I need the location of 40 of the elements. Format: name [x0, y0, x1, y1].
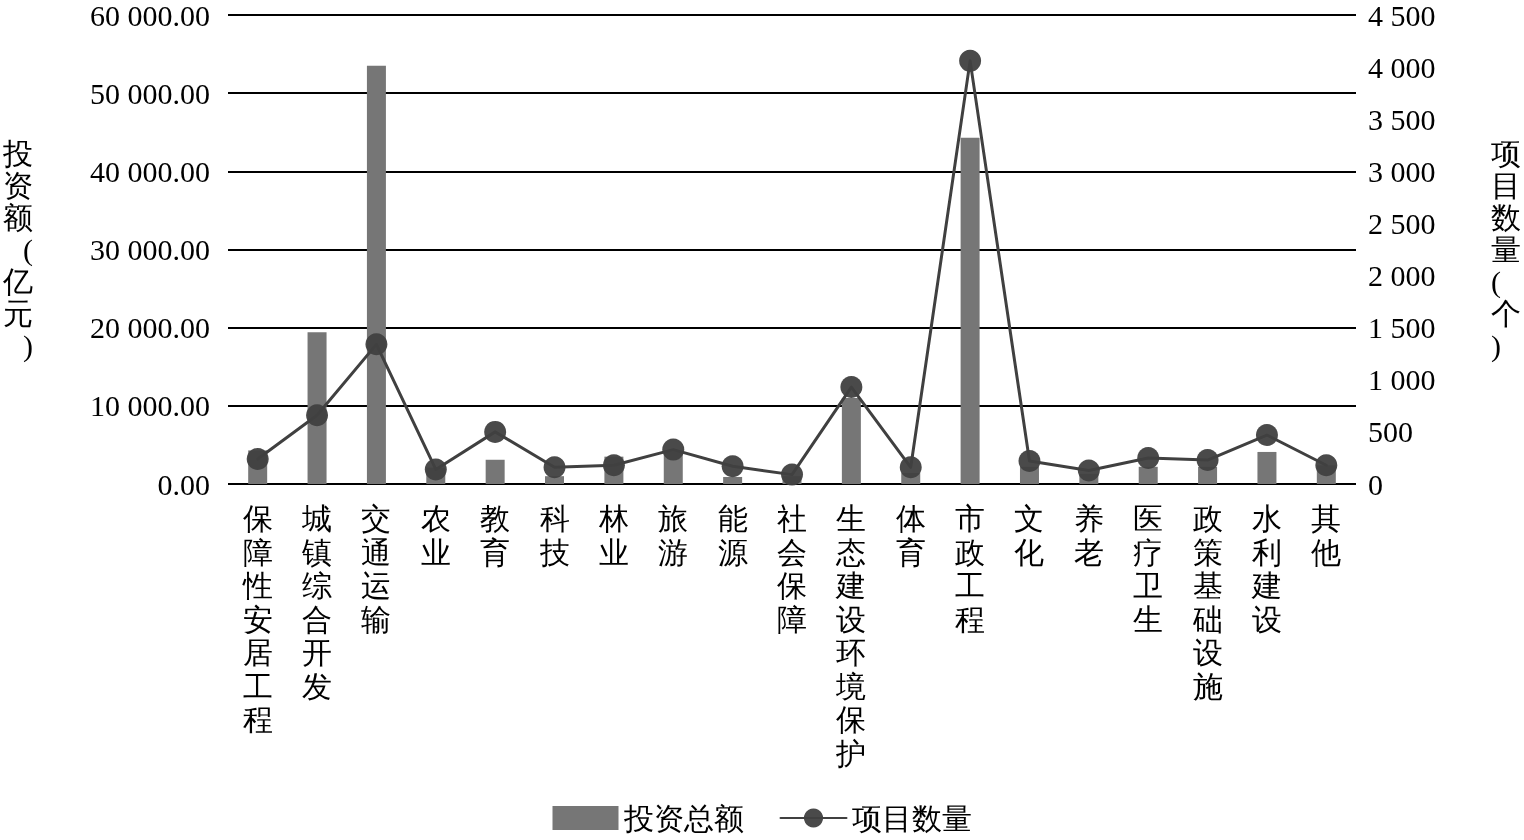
x-tick-label: 水利建设 [1250, 502, 1282, 636]
x-tick-label: 保障性安居工程 [241, 502, 273, 737]
x-tick-label: 林业 [597, 502, 629, 569]
x-tick-label: 医疗卫生 [1133, 502, 1164, 636]
x-tick-label: 城镇综合开发 [301, 502, 333, 703]
y2-tick-label: 0 [1368, 467, 1383, 501]
y-tick-label: 50 000.00 [90, 76, 210, 110]
legend-label: 项目数量 [851, 801, 972, 835]
x-tick-label: 文化 [1014, 502, 1045, 569]
y2-tick-label: 2 000 [1368, 259, 1436, 293]
y2-tick-label: 1 000 [1368, 363, 1436, 397]
y-tick-label: 20 000.00 [90, 311, 210, 345]
y-tick-label: 10 000.00 [90, 389, 210, 423]
x-tick-label: 交通运输 [361, 502, 392, 636]
y-tick-label: 40 000.00 [90, 154, 210, 188]
y-tick-label: 60 000.00 [90, 0, 210, 32]
x-tick-label: 教育 [480, 502, 511, 569]
x-tick-label: 市政工程 [955, 502, 986, 636]
x-tick-label: 养老 [1073, 502, 1104, 569]
y-tick-label: 30 000.00 [90, 233, 210, 266]
x-tick-label: 能源 [717, 502, 748, 569]
x-tick-label: 社会保障 [777, 502, 807, 636]
x-tick-label: 旅游 [658, 502, 689, 569]
y2-axis-title: 项目数量(个) [1491, 137, 1521, 363]
x-tick-label: 科技 [538, 502, 570, 569]
y2-tick-label: 2 500 [1368, 206, 1436, 240]
legend-label: 投资总额 [622, 801, 744, 835]
y2-tick-label: 4 500 [1368, 0, 1436, 32]
x-tick-label: 政策基础设施 [1191, 502, 1223, 703]
y2-tick-label: 4 000 [1368, 50, 1436, 84]
x-tick-label: 体育 [895, 502, 926, 569]
y2-tick-label: 3 500 [1368, 102, 1436, 136]
x-tick-label: 其他 [1311, 502, 1342, 569]
y2-tick-label: 3 000 [1368, 154, 1436, 188]
x-tick-label: 生态建设环境保护 [835, 502, 867, 770]
x-tick-label: 农业 [420, 502, 451, 569]
y2-tick-label: 500 [1368, 415, 1413, 449]
y-axis-title: 投资额(亿元) [2, 137, 33, 363]
y2-tick-label: 1 500 [1368, 311, 1436, 345]
y-tick-label: 0.00 [157, 467, 210, 501]
